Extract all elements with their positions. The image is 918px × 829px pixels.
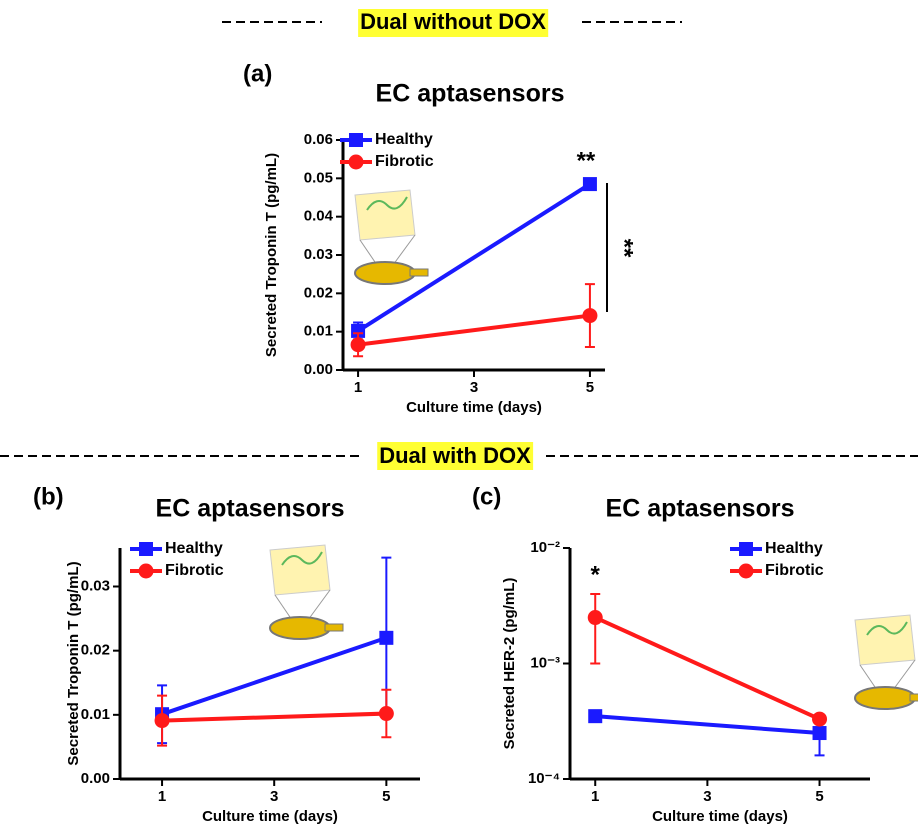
data-point	[588, 610, 603, 625]
series-line	[595, 716, 819, 733]
x-tick-label: 5	[586, 379, 594, 396]
x-axis-label: Culture time (days)	[202, 808, 338, 825]
x-tick-label: 1	[591, 788, 599, 805]
y-tick-label: 0.03	[81, 577, 110, 594]
y-axis-label: Secreted HER-2 (pg/mL)	[501, 578, 518, 750]
data-point	[379, 706, 394, 721]
error-bar	[590, 594, 600, 664]
section-title: Dual with DOX	[379, 443, 531, 468]
chart-title: EC aptasensors	[376, 80, 565, 108]
illustration-shape	[308, 590, 330, 620]
significance-mark: *	[591, 561, 601, 588]
y-tick-label: 0.03	[304, 246, 333, 263]
panel-label: (a)	[243, 60, 272, 87]
figure: Dual without DOX Dual with DOX (a) EC apt…	[0, 0, 918, 829]
legend-label: Fibrotic	[375, 153, 434, 170]
y-tick-label: 0.00	[304, 361, 333, 378]
data-point	[588, 709, 602, 723]
data-point	[155, 713, 170, 728]
illustration-shape	[855, 687, 915, 709]
legend-label: Healthy	[375, 131, 433, 148]
panel-label: (c)	[472, 483, 501, 510]
illustration-shape	[393, 235, 415, 265]
y-tick-label: 0.02	[304, 284, 333, 301]
illustration-shape	[860, 665, 877, 690]
chart-title: EC aptasensors	[606, 495, 795, 523]
y-tick-label: 0.00	[81, 770, 110, 787]
illustration-shape	[355, 262, 415, 284]
legend-marker	[139, 564, 154, 579]
chart-title: EC aptasensors	[156, 495, 345, 523]
sensor-illustration	[355, 190, 428, 284]
illustration-shape	[893, 660, 915, 690]
y-axis-label: Secreted Troponin T (pg/mL)	[65, 561, 82, 765]
sensor-illustration	[270, 545, 343, 639]
x-tick-label: 5	[815, 788, 823, 805]
illustration-shape	[325, 624, 343, 631]
series-line	[595, 618, 819, 720]
x-tick-label: 3	[703, 788, 711, 805]
y-tick-label: 0.05	[304, 169, 333, 186]
significance-mark: **	[577, 147, 596, 174]
illustration-shape	[275, 595, 292, 620]
legend-label: Healthy	[765, 540, 823, 557]
illustration-shape	[910, 694, 918, 701]
legend-label: Fibrotic	[765, 562, 824, 579]
data-point	[351, 337, 366, 352]
y-tick-label: 0.04	[304, 208, 334, 225]
y-tick-label: 0.06	[304, 131, 333, 148]
x-tick-label: 1	[354, 379, 362, 396]
series-line	[358, 316, 590, 345]
x-axis-label: Culture time (days)	[652, 808, 788, 825]
y-tick-label: 0.01	[81, 706, 110, 723]
sensor-illustration	[855, 615, 918, 709]
illustration-shape	[360, 240, 377, 265]
data-point	[379, 631, 393, 645]
y-tick-label: 10⁻²	[530, 539, 560, 556]
y-tick-label: 10⁻⁴	[528, 770, 560, 787]
data-point	[582, 308, 597, 323]
illustration-shape	[410, 269, 428, 276]
legend-label: Fibrotic	[165, 562, 224, 579]
x-tick-label: 1	[158, 788, 166, 805]
y-tick-label: 0.02	[81, 642, 110, 659]
data-point	[583, 177, 597, 191]
x-tick-label: 3	[470, 379, 478, 396]
y-tick-label: 0.01	[304, 323, 333, 340]
legend-marker	[139, 542, 153, 556]
x-tick-label: 5	[382, 788, 390, 805]
legend-marker	[739, 564, 754, 579]
y-axis-label: Secreted Troponin T (pg/mL)	[263, 153, 280, 357]
data-point	[813, 726, 827, 740]
series-line	[162, 714, 386, 721]
series-line	[162, 638, 386, 714]
panel-label: (b)	[33, 483, 64, 510]
y-tick-label: 10⁻³	[530, 654, 560, 671]
legend-marker	[349, 133, 363, 147]
x-axis-label: Culture time (days)	[406, 399, 542, 416]
illustration-shape	[270, 617, 330, 639]
legend-marker	[349, 155, 364, 170]
significance-mark: **	[611, 239, 638, 258]
data-point	[812, 712, 827, 727]
section-title: Dual without DOX	[360, 9, 546, 34]
x-tick-label: 3	[270, 788, 278, 805]
legend-marker	[739, 542, 753, 556]
legend-label: Healthy	[165, 540, 223, 557]
